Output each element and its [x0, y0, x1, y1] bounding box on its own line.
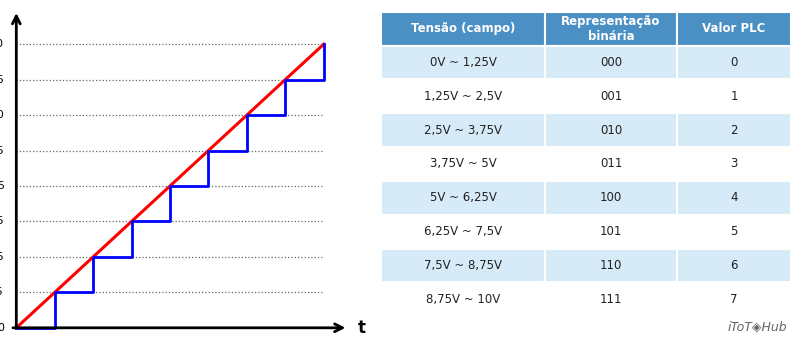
- Bar: [544, 79, 675, 113]
- Text: 001: 001: [599, 90, 622, 103]
- Text: 0: 0: [0, 323, 4, 333]
- Text: 110: 110: [599, 259, 622, 272]
- Bar: [675, 113, 790, 147]
- Text: 5V ~ 6,25V: 5V ~ 6,25V: [430, 191, 496, 204]
- Bar: [544, 147, 675, 181]
- Bar: [675, 215, 790, 248]
- Text: 3: 3: [729, 158, 736, 170]
- Bar: [381, 181, 544, 215]
- Text: 1.25: 1.25: [0, 287, 4, 297]
- Text: 4: 4: [729, 191, 737, 204]
- Text: 010: 010: [599, 124, 622, 137]
- Text: 100: 100: [599, 191, 622, 204]
- Text: 5: 5: [0, 181, 4, 191]
- Text: 1: 1: [729, 90, 737, 103]
- Bar: [381, 46, 544, 79]
- Bar: [381, 248, 544, 282]
- Text: 6: 6: [729, 259, 737, 272]
- Text: Tensão (campo): Tensão (campo): [410, 22, 515, 35]
- Bar: [544, 215, 675, 248]
- Text: 7.50: 7.50: [0, 110, 4, 120]
- Text: Valor PLC: Valor PLC: [701, 22, 764, 35]
- Bar: [675, 181, 790, 215]
- Text: 2,5V ~ 3,75V: 2,5V ~ 3,75V: [424, 124, 502, 137]
- Text: t: t: [357, 319, 365, 337]
- Bar: [544, 46, 675, 79]
- Text: 000: 000: [599, 56, 622, 69]
- Bar: [675, 12, 790, 46]
- Text: 7: 7: [729, 293, 737, 306]
- Bar: [381, 113, 544, 147]
- Text: 7,5V ~ 8,75V: 7,5V ~ 8,75V: [424, 259, 502, 272]
- Text: 011: 011: [599, 158, 622, 170]
- Bar: [381, 147, 544, 181]
- Bar: [544, 248, 675, 282]
- Bar: [544, 181, 675, 215]
- Text: 6.25: 6.25: [0, 146, 4, 155]
- Text: 0V ~ 1,25V: 0V ~ 1,25V: [430, 56, 496, 69]
- Bar: [544, 282, 675, 316]
- Bar: [675, 46, 790, 79]
- Text: 111: 111: [599, 293, 622, 306]
- Bar: [675, 147, 790, 181]
- Bar: [381, 12, 544, 46]
- Bar: [381, 282, 544, 316]
- Text: 0: 0: [729, 56, 736, 69]
- Text: 8,75V ~ 10V: 8,75V ~ 10V: [426, 293, 499, 306]
- Bar: [544, 113, 675, 147]
- Text: 3.75: 3.75: [0, 216, 4, 226]
- Text: 10: 10: [0, 39, 4, 49]
- Bar: [675, 282, 790, 316]
- Bar: [544, 12, 675, 46]
- Text: 2.5: 2.5: [0, 252, 4, 262]
- Bar: [675, 79, 790, 113]
- Text: iToT◈Hub: iToT◈Hub: [727, 320, 786, 333]
- Text: 6,25V ~ 7,5V: 6,25V ~ 7,5V: [424, 225, 502, 238]
- Text: 1,25V ~ 2,5V: 1,25V ~ 2,5V: [424, 90, 502, 103]
- Text: 5: 5: [729, 225, 736, 238]
- Text: 3,75V ~ 5V: 3,75V ~ 5V: [430, 158, 496, 170]
- Text: 8.75: 8.75: [0, 75, 4, 85]
- Text: Representação
binária: Representação binária: [560, 15, 660, 43]
- Text: 2: 2: [729, 124, 737, 137]
- Bar: [675, 248, 790, 282]
- Text: V: V: [10, 0, 23, 2]
- Bar: [381, 79, 544, 113]
- Text: 101: 101: [599, 225, 622, 238]
- Bar: [381, 215, 544, 248]
